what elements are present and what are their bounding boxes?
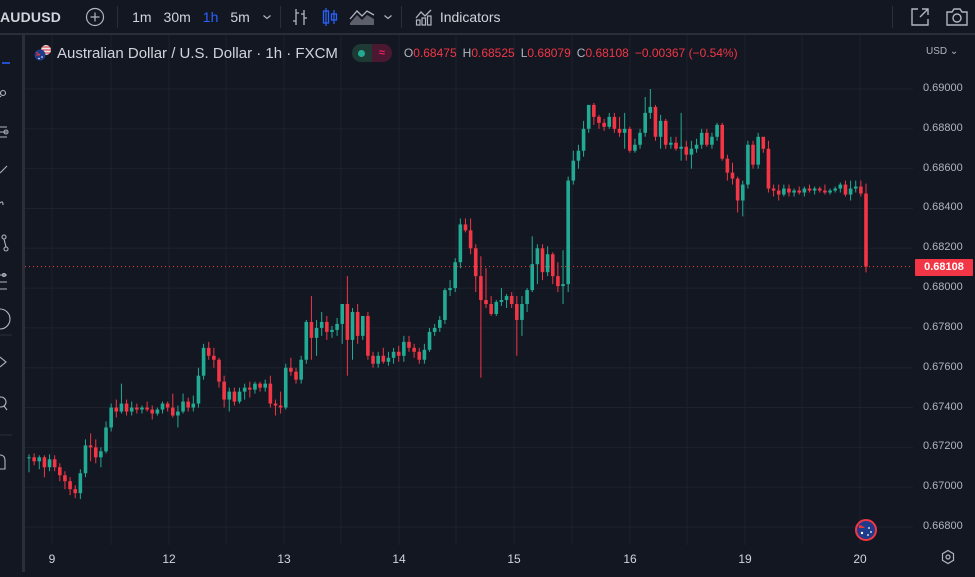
candles-icon[interactable]: [321, 7, 339, 27]
interval-5m[interactable]: 5m: [230, 8, 250, 25]
time-tick-label: 15: [507, 552, 521, 566]
indicators-button[interactable]: Indicators: [439, 8, 501, 25]
time-tick-label: 9: [48, 552, 56, 566]
open-value: 0.68475: [413, 46, 457, 60]
price-tick-label: 0.68200: [923, 241, 963, 254]
currency-label: USD: [926, 46, 948, 57]
gear-icon[interactable]: [940, 549, 956, 570]
time-tick-label: 13: [277, 552, 291, 566]
price-tick-label: 0.66800: [923, 520, 963, 532]
plus-circle-icon[interactable]: [85, 7, 105, 27]
area-chart-icon[interactable]: [349, 7, 375, 27]
time-tick-label: 16: [623, 552, 637, 566]
price-axis[interactable]: 0.69000 0.68800 0.68600 0.68400 0.68200 0.680…: [913, 35, 975, 572]
last-price-label: 0.68108: [915, 258, 973, 276]
time-tick-label: 12: [162, 552, 176, 566]
toolbar-divider: [279, 5, 281, 28]
price-tick-label: 0.67800: [923, 320, 963, 333]
drawing-toolbar: [0, 35, 25, 572]
indicators-icon[interactable]: [414, 7, 434, 27]
interval-1h[interactable]: 1h: [202, 8, 219, 25]
low-value: 0.68079: [527, 46, 571, 60]
price-tick-label: 0.68600: [923, 161, 963, 174]
bars-icon[interactable]: [291, 7, 309, 27]
toolbar-divider: [117, 5, 119, 28]
economic-event-flag-icon[interactable]: [855, 519, 877, 546]
high-label: H: [462, 46, 472, 60]
close-label: C: [576, 46, 586, 60]
low-label: L: [520, 46, 528, 60]
price-tick-label: 0.67400: [923, 400, 963, 413]
price-tick-label: 0.68400: [923, 201, 963, 214]
interval-1m[interactable]: 1m: [132, 8, 152, 25]
ohlc-values: O0.68475 H0.68525 L0.68079 C0.68108 −0.0…: [404, 46, 738, 60]
interval-30m[interactable]: 30m: [163, 8, 191, 25]
chevron-down-icon[interactable]: [262, 13, 272, 21]
high-value: 0.68525: [471, 46, 515, 60]
market-open-dot-icon: [351, 44, 372, 62]
close-value: 0.68108: [585, 46, 629, 60]
price-tick-label: 0.67000: [923, 480, 963, 493]
price-tick-label: 0.68000: [923, 281, 963, 294]
external-link-icon[interactable]: [909, 6, 931, 28]
market-status-pill[interactable]: ≈: [351, 44, 392, 62]
time-tick-label: 14: [392, 552, 406, 566]
price-tick-label: 0.68800: [923, 121, 963, 134]
candlestick-chart[interactable]: [25, 35, 913, 545]
chart-pane[interactable]: [25, 35, 913, 545]
time-tick-label: 20: [853, 552, 867, 566]
open-label: O: [403, 46, 414, 60]
data-delay-icon: ≈: [371, 44, 392, 62]
top-toolbar: AUDUSD 1m 30m 1h 5m Indicators: [0, 0, 975, 35]
currency-selector[interactable]: USD ⌄: [926, 46, 958, 57]
toolbar-divider: [400, 5, 402, 28]
au-us-flag-icon: [34, 44, 52, 62]
toolbar-divider: [892, 5, 893, 28]
chevron-down-icon: ⌄: [949, 46, 959, 57]
legend-title[interactable]: Australian Dollar / U.S. Dollar · 1h · F…: [57, 44, 338, 62]
chart-legend: Australian Dollar / U.S. Dollar · 1h · F…: [34, 44, 738, 62]
price-tick-label: 0.67600: [923, 360, 963, 373]
price-tick-label: 0.69000: [923, 82, 963, 94]
time-axis[interactable]: 9 12 13 14 15 16 19 20: [25, 545, 913, 573]
chevron-down-icon[interactable]: [383, 13, 393, 21]
price-tick-label: 0.67200: [923, 440, 963, 453]
change-value: −0.00367 (−0.54%): [634, 46, 738, 60]
time-tick-label: 19: [738, 552, 752, 566]
symbol-search[interactable]: AUDUSD: [0, 8, 62, 25]
camera-icon[interactable]: [945, 6, 969, 28]
